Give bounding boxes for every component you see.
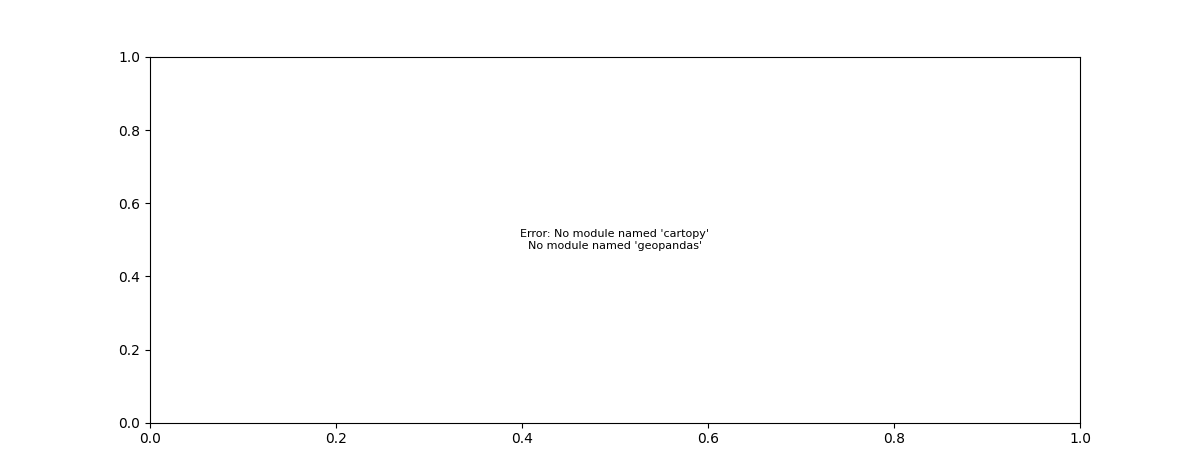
Text: Error: No module named 'cartopy'
No module named 'geopandas': Error: No module named 'cartopy' No modu… (521, 229, 709, 251)
